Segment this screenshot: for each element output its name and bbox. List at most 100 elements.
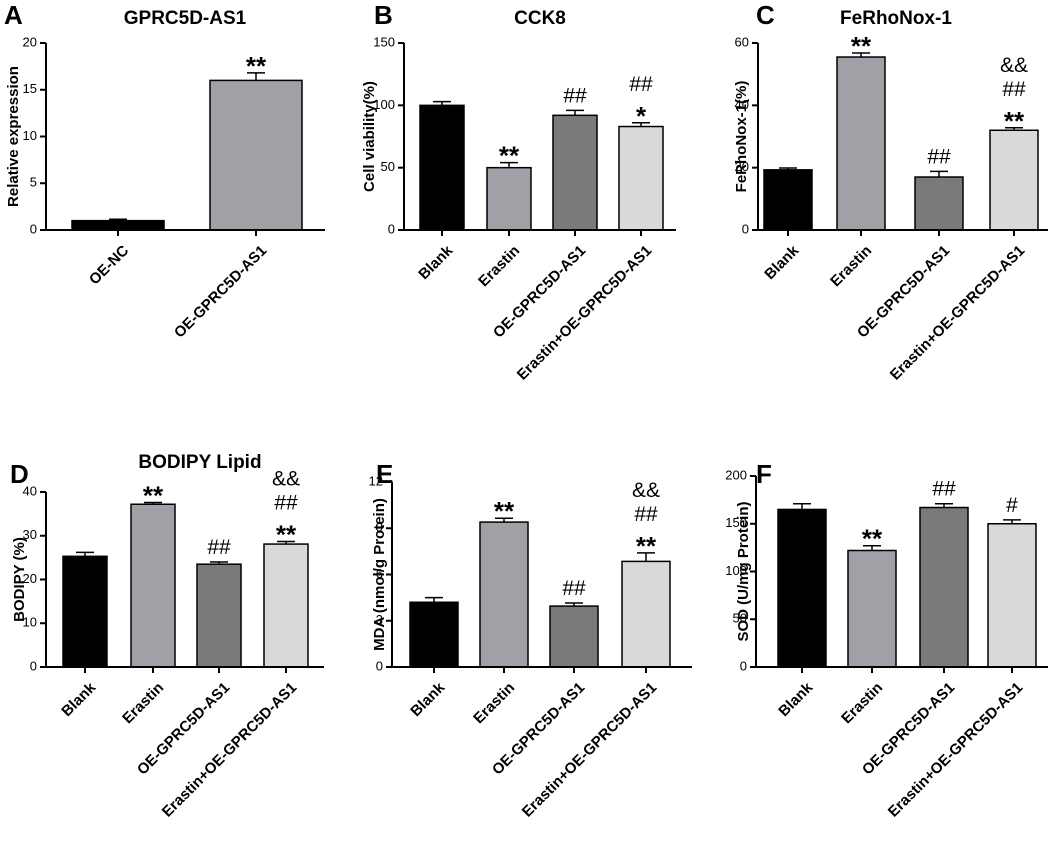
y-axis-label-d: BODIPY (%) bbox=[11, 537, 28, 622]
y-tick-label-d-4: 40 bbox=[23, 483, 37, 498]
x-category-label-c-1: Blank bbox=[761, 242, 802, 283]
error-bar-c-3 bbox=[930, 170, 948, 178]
bar-b-2 bbox=[486, 166, 532, 231]
bar-c-4 bbox=[989, 129, 1039, 231]
bar-e-1 bbox=[409, 601, 459, 668]
y-tick-label-c-2: 40 bbox=[735, 97, 749, 112]
error-bar-f-2 bbox=[863, 544, 881, 551]
panel-letter-c: C bbox=[756, 0, 775, 30]
bar-d-4 bbox=[263, 543, 309, 668]
error-bar-b-4 bbox=[632, 122, 650, 127]
y-axis-label-c: FeRhoNox-1(%) bbox=[733, 81, 750, 193]
error-bar-f-4 bbox=[1003, 519, 1021, 524]
y-tick-label-d-3: 30 bbox=[23, 527, 37, 542]
error-bar-d-2 bbox=[144, 501, 162, 505]
bar-e-4 bbox=[621, 560, 671, 668]
error-bar-b-1 bbox=[433, 100, 451, 106]
significance-double-hash-d-4: ## bbox=[274, 491, 298, 514]
y-tick-label-e-0: 0 bbox=[376, 658, 383, 673]
panel-b: B CCK8 Cell viability(%) ** ## ## * 0 50 100 150 Bl… bbox=[361, 0, 676, 384]
bar-a-1 bbox=[71, 219, 165, 231]
bar-b-3 bbox=[552, 114, 598, 231]
y-axis-label-a: Relative expression bbox=[5, 66, 22, 207]
y-tick-label-e-1: 3 bbox=[376, 612, 383, 627]
bar-f-3 bbox=[919, 506, 969, 668]
x-category-label-a-1: OE-NC bbox=[86, 242, 132, 288]
bar-b-1 bbox=[419, 104, 465, 231]
y-tick-label-b-2: 100 bbox=[373, 97, 395, 112]
bar-f-1 bbox=[777, 508, 827, 668]
x-category-label-f-2: Erastin bbox=[838, 679, 886, 727]
bar-f-2 bbox=[847, 549, 897, 668]
y-tick-label-a-0: 0 bbox=[30, 221, 37, 236]
chart-title-c: FeRhoNox-1 bbox=[840, 8, 952, 29]
y-tick-label-a-2: 10 bbox=[23, 128, 37, 143]
error-bar-d-4 bbox=[277, 540, 295, 545]
y-tick-label-c-0: 0 bbox=[742, 221, 749, 236]
x-category-label-d-4: Erastin+OE-GPRC5D-AS1 bbox=[159, 679, 300, 820]
y-tick-label-a-4: 20 bbox=[23, 34, 37, 49]
significance-double-asterisk-d-2: ** bbox=[143, 481, 164, 511]
panel-a: A GPRC5D-AS1 Relative expression ** 0 5 10 15 20… bbox=[4, 0, 325, 341]
x-category-label-e-1: Blank bbox=[407, 679, 448, 720]
y-tick-label-b-0: 0 bbox=[388, 221, 395, 236]
x-category-label-b-2: Erastin bbox=[475, 242, 523, 290]
error-bar-b-3 bbox=[566, 109, 584, 116]
y-tick-label-e-4: 12 bbox=[369, 473, 383, 488]
error-bar-c-4 bbox=[1005, 127, 1023, 131]
x-category-label-d-1: Blank bbox=[58, 679, 99, 720]
significance-double-asterisk-e-4: ** bbox=[636, 531, 657, 561]
y-tick-label-e-3: 9 bbox=[376, 520, 383, 535]
bar-e-3 bbox=[549, 605, 599, 668]
panel-letter-b: B bbox=[374, 0, 393, 30]
y-axis-label-e: MDA (nmol/g Protein) bbox=[371, 498, 388, 651]
error-bar-c-2 bbox=[852, 52, 870, 58]
y-tick-label-b-3: 150 bbox=[373, 34, 395, 49]
y-tick-label-c-1: 20 bbox=[735, 159, 749, 174]
bar-c-3 bbox=[914, 176, 964, 231]
y-tick-label-a-1: 5 bbox=[30, 175, 37, 190]
significance-double-hash-c-3: ## bbox=[927, 145, 951, 168]
chart-title-b: CCK8 bbox=[514, 8, 566, 29]
bar-b-4 bbox=[618, 125, 664, 231]
significance-hash-f-4: # bbox=[1006, 494, 1018, 517]
y-axis-label-f: SOD (U/mg Protein) bbox=[735, 501, 752, 641]
error-bar-a-1 bbox=[109, 218, 127, 221]
y-tick-label-d-0: 0 bbox=[30, 658, 37, 673]
x-category-label-d-2: Erastin bbox=[119, 679, 167, 727]
significance-double-hash-d-3: ## bbox=[207, 536, 231, 559]
panel-c: C FeRhoNox-1FeRhoNox-1(%)**##&&##**020406… bbox=[733, 0, 1048, 384]
error-bar-a-2 bbox=[247, 72, 265, 81]
significance-double-hash-f-3: ## bbox=[932, 478, 956, 501]
error-bar-b-2 bbox=[500, 161, 518, 168]
bar-f-4 bbox=[987, 523, 1037, 668]
significance-double-asterisk-a-2: ** bbox=[246, 51, 267, 81]
significance-double-ampersand-d-4: && bbox=[272, 467, 300, 490]
bar-c-1 bbox=[763, 169, 813, 231]
bar-d-2 bbox=[130, 503, 176, 668]
x-category-label-a-2: OE-GPRC5D-AS1 bbox=[171, 242, 270, 341]
error-bar-d-3 bbox=[210, 561, 228, 565]
error-bar-f-1 bbox=[793, 502, 811, 510]
x-category-label-b-1: Blank bbox=[415, 242, 456, 283]
x-category-label-e-4: Erastin+OE-GPRC5D-AS1 bbox=[519, 679, 660, 820]
significance-asterisk-b-4: * bbox=[636, 101, 647, 131]
bar-d-3 bbox=[196, 563, 242, 668]
y-tick-label-f-0: 0 bbox=[740, 658, 747, 673]
chart-title-d: BODIPY Lipid bbox=[138, 452, 261, 473]
error-bar-e-4 bbox=[637, 552, 655, 562]
panel-letter-d: D bbox=[10, 459, 29, 489]
y-tick-label-a-3: 15 bbox=[23, 81, 37, 96]
significance-double-hash-b-4: ## bbox=[629, 73, 653, 96]
x-category-label-b-4: Erastin+OE-GPRC5D-AS1 bbox=[514, 242, 655, 383]
x-category-label-c-2: Erastin bbox=[827, 242, 875, 290]
y-axis-label-b: Cell viability(%) bbox=[361, 81, 378, 192]
significance-double-hash-e-4: ## bbox=[634, 503, 658, 526]
significance-double-asterisk-b-2: ** bbox=[499, 141, 520, 171]
bar-a-2 bbox=[209, 79, 303, 231]
significance-double-asterisk-c-4: ** bbox=[1004, 106, 1025, 136]
